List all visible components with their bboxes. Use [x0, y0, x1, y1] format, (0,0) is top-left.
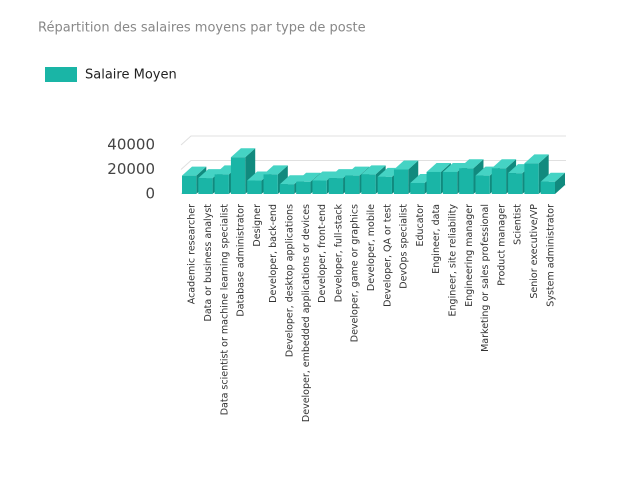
- bar: [279, 184, 295, 194]
- bar: [508, 173, 523, 194]
- x-tick-label: Senior executive/VP: [529, 204, 540, 299]
- bar-top: [491, 159, 517, 169]
- bar: [377, 176, 392, 194]
- bar-top: [540, 172, 565, 182]
- bar-top: [524, 154, 549, 164]
- bar: [296, 181, 311, 194]
- bar: [247, 180, 262, 194]
- bar: [540, 181, 555, 194]
- bar-top: [442, 162, 468, 172]
- legend-swatch: [45, 67, 77, 82]
- bar: [198, 178, 213, 194]
- x-tick-label: Developer, game or graphics: [350, 204, 361, 342]
- bar: [263, 174, 278, 194]
- bar: [491, 168, 507, 194]
- bar-top: [393, 160, 419, 170]
- x-tick-label: Developer, QA or test: [382, 204, 393, 307]
- x-tick-label: Data scientist or machine learning speci…: [219, 204, 230, 416]
- y-tick-label: 0: [145, 185, 155, 203]
- bar-top: [361, 165, 386, 175]
- bar: [328, 178, 344, 194]
- x-tick-label: Developer, back-end: [268, 204, 279, 303]
- x-tick-label: Marketing or sales professional: [480, 204, 491, 352]
- bar: [524, 163, 539, 194]
- bar: [442, 171, 458, 194]
- x-tick-label: Developer, mobile: [366, 204, 377, 291]
- x-tick-label: Developer, embedded applications or devi…: [301, 204, 312, 422]
- x-tick-label: Developer, desktop applications: [284, 204, 295, 357]
- x-tick-label: DevOps specialist: [399, 204, 410, 289]
- bar-top: [279, 175, 305, 185]
- bar-side: [555, 172, 565, 194]
- bar-top: [198, 169, 223, 179]
- bar: [312, 180, 327, 194]
- bar-top: [426, 162, 451, 172]
- x-tick-label: Database administrator: [236, 204, 247, 317]
- bar-top: [328, 169, 354, 179]
- bar-top: [459, 159, 484, 169]
- x-tick-label: Engineer, site reliability: [448, 204, 459, 317]
- bar-top: [345, 166, 370, 176]
- bar: [345, 175, 360, 194]
- grid-line: [180, 160, 566, 170]
- bar-top: [182, 166, 207, 176]
- bar: [426, 171, 441, 194]
- y-tick-label: 20000: [107, 160, 155, 178]
- x-tick-label: Scientist: [513, 204, 524, 245]
- x-tick-label: Data or business analyst: [203, 204, 214, 322]
- y-tick-label: 40000: [107, 136, 155, 154]
- bar: [361, 174, 376, 194]
- bar: [182, 175, 197, 194]
- legend-label: Salaire Moyen: [85, 68, 177, 83]
- bar-top: [312, 171, 337, 181]
- x-tick-label: Designer: [252, 204, 263, 247]
- x-tick-label: Academic researcher: [187, 204, 198, 304]
- bar: [459, 168, 474, 194]
- bar: [475, 175, 490, 194]
- bar: [230, 157, 246, 194]
- x-tick-label: Product manager: [496, 204, 507, 286]
- x-tick-label: System administrator: [545, 204, 556, 307]
- x-tick-label: Developer, front-end: [317, 204, 328, 303]
- bar: [393, 169, 409, 194]
- x-tick-label: Developer, full-stack: [333, 204, 344, 303]
- bar: [214, 174, 229, 194]
- chart-title: Répartition des salaires moyens par type…: [38, 21, 366, 36]
- grid-line: [180, 135, 566, 146]
- x-tick-label: Engineer, data: [431, 204, 442, 274]
- bar: [410, 182, 425, 194]
- bar-top: [263, 165, 288, 175]
- x-tick-label: Engineering manager: [464, 204, 475, 307]
- x-tick-label: Educator: [415, 204, 426, 247]
- bar-top: [230, 148, 256, 158]
- bar-top: [296, 172, 321, 182]
